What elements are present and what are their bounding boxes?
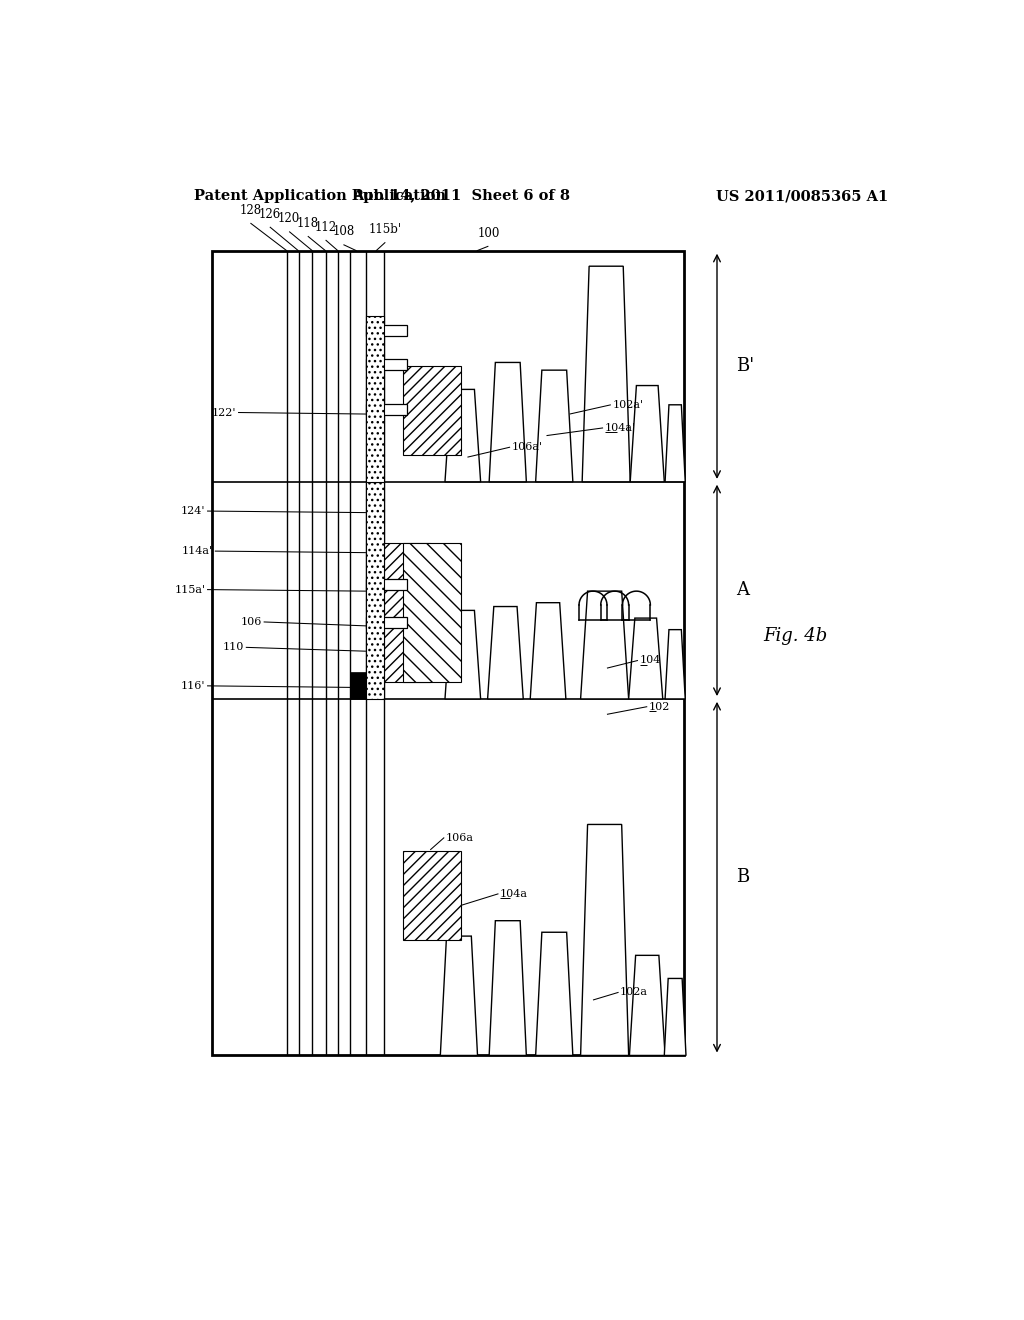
Text: A: A <box>736 581 750 599</box>
Polygon shape <box>665 630 685 700</box>
Text: 106a: 106a <box>445 833 474 842</box>
Polygon shape <box>536 932 572 1056</box>
Polygon shape <box>630 385 665 482</box>
Text: 124': 124' <box>181 506 206 516</box>
Text: 122': 122' <box>212 408 237 417</box>
Bar <box>212 251 684 1056</box>
Text: 114: 114 <box>351 684 373 693</box>
Polygon shape <box>445 389 480 482</box>
Bar <box>366 359 407 370</box>
Bar <box>366 482 384 700</box>
Text: 115a': 115a' <box>174 585 206 594</box>
Text: US 2011/0085365 A1: US 2011/0085365 A1 <box>716 189 889 203</box>
Bar <box>366 618 407 628</box>
Text: B: B <box>736 867 750 886</box>
Text: Fig. 4b: Fig. 4b <box>764 627 827 644</box>
Text: 104a': 104a' <box>604 422 636 433</box>
Bar <box>384 544 430 682</box>
Text: 115b': 115b' <box>369 223 401 236</box>
Bar <box>403 367 461 455</box>
Text: 120: 120 <box>279 213 300 226</box>
Polygon shape <box>581 591 629 700</box>
Text: 114a': 114a' <box>182 546 213 556</box>
Polygon shape <box>489 921 526 1056</box>
Text: Patent Application Publication: Patent Application Publication <box>194 189 445 203</box>
Text: 118: 118 <box>297 216 318 230</box>
Text: 102a: 102a <box>621 987 648 998</box>
Text: 112: 112 <box>314 220 337 234</box>
Text: 104: 104 <box>640 656 660 665</box>
Polygon shape <box>630 956 665 1056</box>
Bar <box>403 544 461 682</box>
Text: Apr. 14, 2011  Sheet 6 of 8: Apr. 14, 2011 Sheet 6 of 8 <box>352 189 570 203</box>
Text: 108: 108 <box>333 226 354 239</box>
Polygon shape <box>665 978 686 1056</box>
Polygon shape <box>440 936 477 1056</box>
Bar <box>366 579 407 590</box>
Polygon shape <box>665 405 685 482</box>
Polygon shape <box>581 825 629 1056</box>
Text: 102a': 102a' <box>612 400 643 409</box>
Text: 102: 102 <box>649 702 670 711</box>
Text: 106a': 106a' <box>512 442 543 453</box>
Polygon shape <box>445 610 480 700</box>
Text: 116': 116' <box>181 681 206 690</box>
Text: 106: 106 <box>241 616 262 627</box>
Text: 104a: 104a <box>500 888 528 899</box>
Bar <box>366 317 384 482</box>
Text: 128: 128 <box>240 203 261 216</box>
Polygon shape <box>489 363 526 482</box>
Text: 110: 110 <box>223 643 245 652</box>
Polygon shape <box>583 267 630 482</box>
Bar <box>366 325 407 335</box>
Text: B': B' <box>736 358 755 375</box>
Polygon shape <box>536 370 572 482</box>
Bar <box>366 404 407 414</box>
Text: 100: 100 <box>477 227 500 240</box>
Polygon shape <box>487 607 523 700</box>
Bar <box>349 672 366 700</box>
Text: 126: 126 <box>259 207 281 220</box>
Polygon shape <box>629 618 663 700</box>
Bar <box>403 851 461 940</box>
Polygon shape <box>530 603 566 700</box>
